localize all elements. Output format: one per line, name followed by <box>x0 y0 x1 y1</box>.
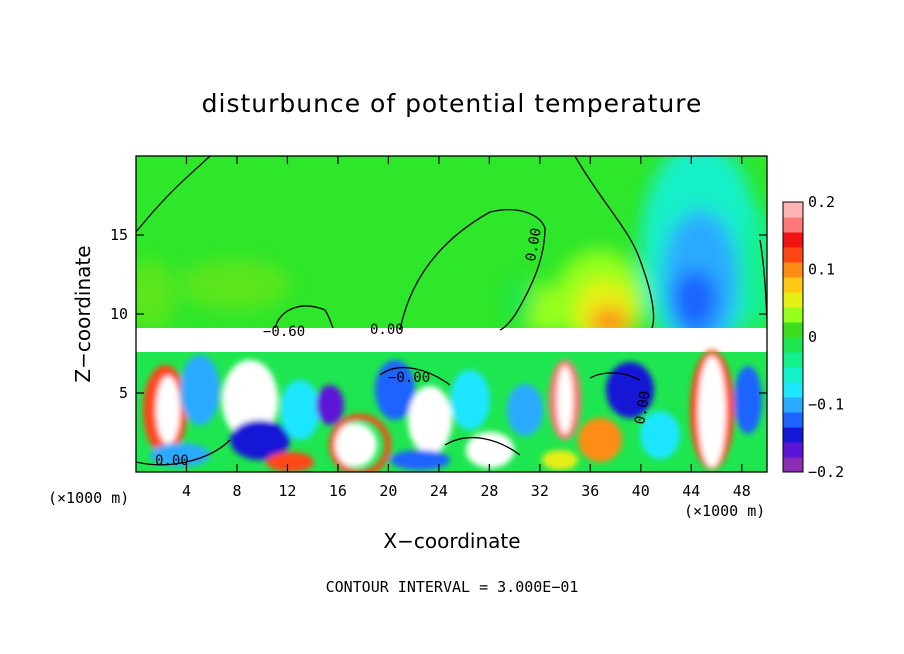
inversion-band <box>136 328 767 352</box>
contour-label: 0.00 <box>632 390 654 426</box>
x-axis-label: X−coordinate <box>383 529 520 553</box>
colorbar-tick-label: 0.1 <box>808 261 835 279</box>
colorbar-swatch <box>783 457 803 473</box>
colorbar-swatch <box>783 367 803 383</box>
colorbar-swatch <box>783 277 803 293</box>
y-axis-label: Z−coordinate <box>71 245 95 382</box>
x-tick-label: 20 <box>379 482 397 500</box>
colorbar-tick-label: −0.1 <box>808 396 844 414</box>
colorbar-swatch <box>783 262 803 278</box>
x-tick-label: 12 <box>278 482 296 500</box>
plot-area <box>136 156 767 472</box>
colorbar-swatch <box>783 307 803 323</box>
x-axis: 4 8 12 16 20 24 28 32 36 40 44 48 <box>182 156 751 500</box>
colorbar-tick-label: −0.2 <box>808 463 844 481</box>
colorbar-swatch <box>783 322 803 338</box>
colorbar-swatch <box>783 202 803 218</box>
x-tick-label: 44 <box>682 482 700 500</box>
y-tick-label: 15 <box>110 226 128 244</box>
y-axis: 5 10 15 <box>110 226 767 402</box>
upper-layer-anomalies <box>136 156 767 360</box>
x-unit-label-left: (×1000 m) <box>48 489 129 507</box>
colorbar-tick-label: 0 <box>808 328 817 346</box>
contour-lines <box>136 156 767 466</box>
x-tick-label: 40 <box>632 482 650 500</box>
contour-interval-note: CONTOUR INTERVAL = 3.000E−01 <box>326 578 579 596</box>
colorbar-swatch <box>783 292 803 308</box>
x-tick-label: 36 <box>581 482 599 500</box>
x-tick-label: 28 <box>480 482 498 500</box>
contour-labels: −0.60 −0.00 0.00 0.00 0.00 0.00 <box>155 227 654 469</box>
colorbar-tick-label: 0.2 <box>808 193 835 211</box>
x-tick-label: 4 <box>182 482 191 500</box>
x-unit-label-right: (×1000 m) <box>684 502 765 520</box>
lower-layer-field <box>136 350 767 472</box>
colorbar-swatch <box>783 337 803 353</box>
y-tick-label: 10 <box>110 305 128 323</box>
colorbar-swatch <box>783 217 803 233</box>
x-tick-label: 32 <box>531 482 549 500</box>
x-tick-label: 16 <box>329 482 347 500</box>
contour-label: 0.00 <box>523 227 545 263</box>
colorbar-swatch <box>783 382 803 398</box>
contour-label: 0.00 <box>155 453 189 469</box>
colorbar-swatch <box>783 247 803 263</box>
contour-label: 0.00 <box>370 322 404 338</box>
colorbar-frame <box>782 201 804 473</box>
contour-label: −0.60 <box>263 324 305 340</box>
x-tick-label: 48 <box>733 482 751 500</box>
colorbar-swatch <box>783 397 803 413</box>
colorbar: 0.2 0.1 0 −0.1 −0.2 <box>782 193 844 481</box>
contour-label: −0.00 <box>388 370 430 386</box>
chart-title: disturbunce of potential temperature <box>202 89 703 118</box>
x-tick-label: 24 <box>430 482 448 500</box>
x-tick-label: 8 <box>232 482 241 500</box>
colorbar-swatch <box>783 352 803 368</box>
colorbar-swatch <box>783 412 803 428</box>
y-tick-label: 5 <box>119 384 128 402</box>
colorbar-swatch <box>783 427 803 443</box>
colorbar-swatch <box>783 442 803 458</box>
colorbar-swatch <box>783 232 803 248</box>
